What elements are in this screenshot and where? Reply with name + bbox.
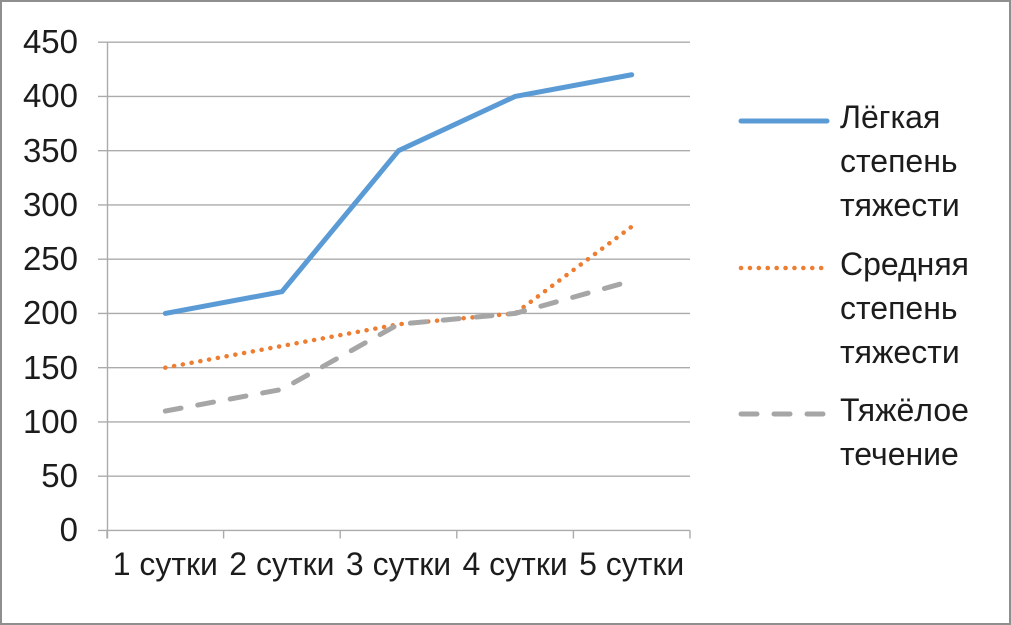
series-line-0 xyxy=(162,72,635,316)
y-tick-label: 50 xyxy=(41,457,78,495)
legend-item-light-severity: Лёгкая степень тяжести xyxy=(738,95,1009,227)
series-line-1 xyxy=(163,224,634,370)
dotted-line-swatch-icon xyxy=(738,265,830,271)
x-tick-label: 5 сутки xyxy=(579,546,685,582)
legend-label: Средняя степень тяжести xyxy=(840,246,969,370)
x-tick-label: 4 сутки xyxy=(462,546,568,582)
solid-line-swatch-icon xyxy=(738,118,830,124)
legend-label: Тяжёлое течение xyxy=(840,392,969,472)
legend-item-medium-severity: Средняя степень тяжести xyxy=(738,242,1009,374)
y-tick-label: 350 xyxy=(22,131,78,169)
y-tick-label: 0 xyxy=(59,511,78,549)
x-tick-label: 2 сутки xyxy=(229,546,335,582)
y-tick-label: 150 xyxy=(22,348,78,386)
legend-item-severe-course: Тяжёлое течение xyxy=(738,388,1009,476)
y-tick-label: 250 xyxy=(22,240,78,278)
x-tick-label: 1 сутки xyxy=(112,546,218,582)
y-tick-label: 200 xyxy=(22,294,78,332)
y-tick-label: 300 xyxy=(22,185,78,223)
y-tick-label: 100 xyxy=(22,402,78,440)
dashed-line-swatch-icon xyxy=(738,411,830,417)
series-line-2 xyxy=(162,278,635,414)
y-tick-label: 450 xyxy=(22,23,78,61)
y-tick-label: 400 xyxy=(22,77,78,115)
legend-label: Лёгкая степень тяжести xyxy=(840,99,960,223)
x-tick-label: 3 сутки xyxy=(345,546,452,582)
